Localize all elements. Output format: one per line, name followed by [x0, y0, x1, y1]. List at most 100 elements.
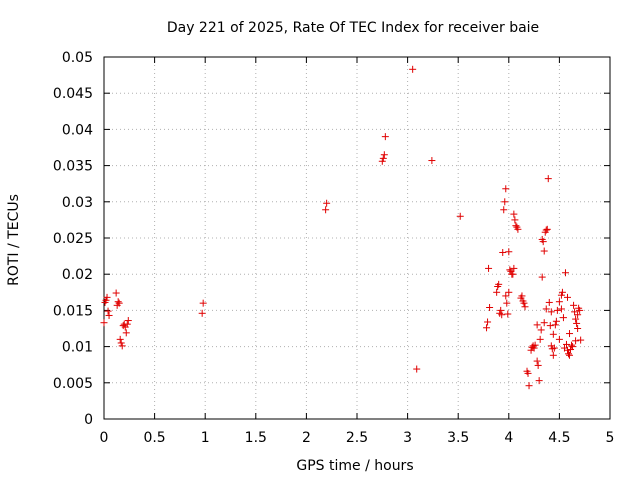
data-point: [546, 322, 554, 330]
data-point: [543, 225, 551, 233]
data-point: [115, 299, 123, 307]
data-point: [322, 206, 330, 214]
data-point: [518, 292, 526, 300]
data-point: [566, 330, 574, 338]
data-point: [551, 321, 559, 329]
data-point: [549, 330, 557, 338]
data-point: [514, 225, 522, 233]
data-point: [102, 296, 110, 304]
data-point: [497, 306, 505, 314]
data-point: [555, 335, 563, 343]
y-tick-label: 0.04: [62, 122, 93, 138]
data-point: [559, 314, 567, 322]
data-point: [493, 288, 501, 296]
y-tick-label: 0.03: [62, 195, 93, 211]
data-point: [531, 341, 539, 349]
data-points: [100, 65, 585, 390]
data-point: [577, 336, 585, 344]
data-point: [557, 291, 565, 299]
data-point: [563, 346, 571, 354]
data-point: [533, 321, 541, 329]
data-point: [379, 154, 387, 162]
data-point: [506, 266, 514, 274]
data-point: [502, 292, 510, 300]
data-point: [511, 216, 519, 224]
y-tick-label: 0.015: [53, 303, 93, 319]
x-tick-label: 4: [504, 430, 513, 446]
data-point: [503, 299, 511, 307]
x-tick-label: 3.5: [447, 430, 469, 446]
data-point: [428, 157, 436, 165]
y-axis-title: ROTI / TECUs: [6, 194, 22, 286]
data-point: [545, 298, 553, 306]
data-point: [544, 175, 552, 183]
y-tick-label: 0.035: [53, 159, 93, 175]
data-point: [574, 311, 582, 319]
data-point: [483, 324, 491, 332]
data-point: [561, 269, 569, 277]
y-tick-label: 0: [84, 412, 93, 428]
data-point: [485, 264, 493, 272]
data-point: [198, 309, 206, 317]
data-point: [199, 299, 207, 307]
data-point: [100, 319, 108, 327]
data-point: [572, 315, 580, 323]
data-point: [381, 133, 389, 141]
data-point: [563, 293, 571, 301]
data-point: [552, 317, 560, 325]
data-point: [116, 335, 124, 343]
data-point: [558, 288, 566, 296]
data-point: [562, 340, 570, 348]
x-tick-label: 0.5: [143, 430, 165, 446]
grid-lines: [104, 57, 610, 419]
data-point: [521, 303, 529, 311]
data-point: [533, 357, 541, 365]
y-tick-label: 0.05: [62, 50, 93, 66]
data-point: [409, 65, 417, 73]
data-point: [540, 319, 548, 327]
data-point: [380, 151, 388, 159]
data-point: [566, 351, 574, 359]
data-point: [547, 308, 555, 316]
data-point: [542, 226, 550, 234]
data-point: [510, 264, 518, 272]
y-tick-label: 0.005: [53, 376, 93, 392]
chart-title: Day 221 of 2025, Rate Of TEC Index for r…: [167, 20, 539, 36]
data-point: [520, 299, 528, 307]
data-point: [568, 341, 576, 349]
data-point: [486, 304, 494, 312]
data-point: [535, 377, 543, 385]
data-point: [502, 185, 510, 193]
x-tick-label: 0: [100, 430, 109, 446]
axis-ticks: [103, 56, 611, 420]
data-point: [524, 369, 532, 377]
data-point: [124, 317, 132, 325]
data-point: [555, 298, 563, 306]
data-point: [484, 318, 492, 326]
data-point: [117, 339, 125, 347]
data-point: [576, 306, 584, 314]
data-point: [495, 280, 503, 288]
data-point: [510, 210, 518, 218]
y-tick-labels: 0 0.005 0.01 0.015 0.02 0.025 0.03 0.035 0.04 0.0…: [53, 50, 93, 428]
x-tick-label: 2.5: [346, 430, 368, 446]
data-point: [569, 343, 577, 351]
data-point: [549, 351, 557, 359]
y-tick-label: 0.025: [53, 231, 93, 247]
x-tick-label: 1: [201, 430, 210, 446]
data-point: [504, 310, 512, 318]
data-point: [538, 273, 546, 281]
data-point: [557, 305, 565, 313]
x-tick-label: 4.5: [548, 430, 570, 446]
data-point: [572, 337, 580, 345]
data-point: [574, 325, 582, 332]
data-point: [570, 301, 578, 309]
y-tick-label: 0.01: [62, 340, 93, 356]
data-point: [534, 361, 542, 369]
data-point: [105, 311, 113, 319]
data-point: [498, 311, 506, 319]
x-tick-label: 3: [403, 430, 412, 446]
data-point: [103, 293, 111, 301]
y-tick-label: 0.02: [62, 267, 93, 283]
x-tick-label: 5: [606, 430, 615, 446]
